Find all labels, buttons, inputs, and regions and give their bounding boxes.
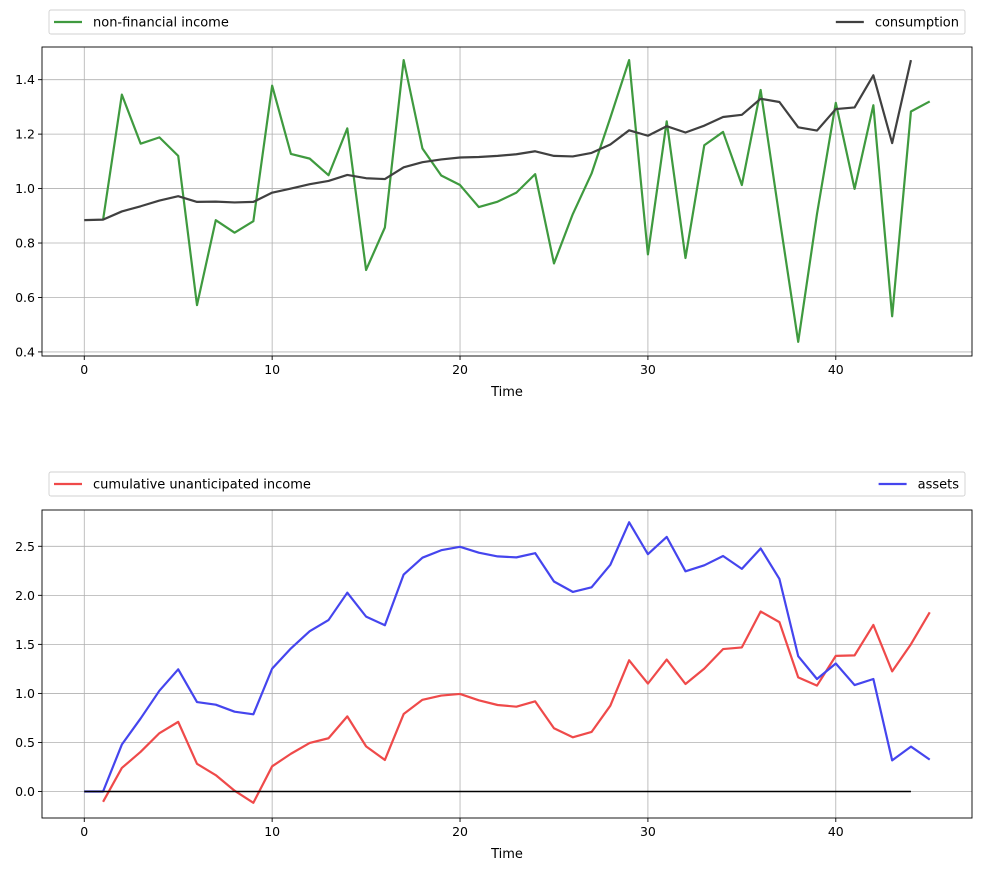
legend: cumulative unanticipated income assets	[48, 471, 966, 497]
income-consumption-chart: 0 10 20 30 40 0.4 0.6 0.8 1.0 1.2 1.4 Time non-finan…	[15, 9, 973, 400]
grid	[42, 47, 972, 356]
legend-label-1: cumulative unanticipated income	[93, 478, 311, 493]
x-tick-label: 40	[828, 362, 844, 377]
x-tick-label: 10	[264, 824, 280, 839]
y-tick-label: 1.0	[15, 686, 35, 701]
legend-label-1: non-financial income	[93, 16, 229, 31]
x-tick-label: 40	[828, 824, 844, 839]
x-tick-label: 30	[640, 824, 656, 839]
plot-frame	[41, 46, 973, 357]
y-tick-label: 1.4	[15, 72, 35, 87]
series-line-2	[84, 59, 913, 222]
y-tick-label: 0.5	[15, 735, 35, 750]
y-tick-label: 1.0	[15, 181, 35, 196]
x-tick-label: 0	[80, 824, 88, 839]
x-tick-label: 30	[640, 362, 656, 377]
legend-box	[48, 9, 966, 35]
legend-label-2: assets	[918, 478, 960, 493]
x-axis-label: Time	[490, 385, 523, 400]
y-tick-label: 1.2	[15, 127, 35, 142]
y-tick-label: 0.4	[15, 344, 35, 359]
y-tick-label: 0.6	[15, 290, 35, 305]
x-tick-label: 0	[80, 362, 88, 377]
unanticipated-income-assets-chart: 0 10 20 30 40 0.0 0.5 1.0 1.5 2.0 2.5 Time cumulativ…	[15, 471, 973, 862]
y-tick-label: 2.0	[15, 588, 35, 603]
legend-box	[48, 471, 966, 497]
y-tick-label: 0.0	[15, 784, 35, 799]
legend-label-2: consumption	[875, 16, 959, 31]
series-line-1	[102, 610, 931, 804]
series-line-2	[84, 521, 931, 793]
y-tick-label: 1.5	[15, 637, 35, 652]
plot-frame	[41, 509, 973, 819]
x-tick-label: 10	[264, 362, 280, 377]
x-tick-label: 20	[452, 362, 468, 377]
x-axis-label: Time	[490, 847, 523, 862]
x-tick-label: 20	[452, 824, 468, 839]
y-tick-label: 2.5	[15, 539, 35, 554]
legend: non-financial income consumption	[48, 9, 966, 35]
series-line-1	[101, 58, 931, 343]
y-tick-label: 0.8	[15, 236, 35, 251]
